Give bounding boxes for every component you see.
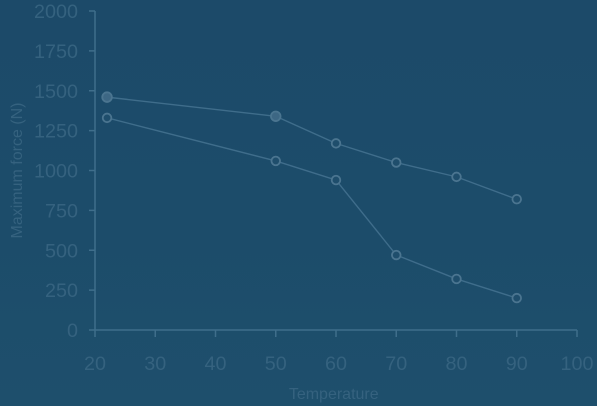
- series-0-segment: [275, 115, 337, 145]
- series-0: [101, 91, 522, 205]
- x-axis-title: Temperature: [289, 386, 379, 403]
- y-tick-label: 2000: [34, 2, 78, 23]
- data-point: [511, 194, 522, 205]
- data-point: [270, 110, 282, 122]
- data-point: [330, 138, 342, 149]
- y-tick-label: 1500: [34, 82, 78, 103]
- series-0-segment: [335, 142, 397, 164]
- data-point: [451, 171, 462, 183]
- data-point: [330, 174, 342, 186]
- x-tick-label: 40: [205, 354, 227, 375]
- series-1: [101, 112, 522, 304]
- series-0-segment: [106, 96, 276, 117]
- data-point: [270, 155, 281, 167]
- data-point: [101, 112, 113, 124]
- x-tick-label: 90: [506, 354, 528, 375]
- y-tick-label: 500: [45, 241, 78, 262]
- axes: 0 250 500 750 1000 1250 1500 1750 2000 20 30 40 50 60…: [34, 2, 594, 375]
- data-point: [391, 157, 402, 168]
- x-tick-label: 70: [385, 354, 407, 375]
- data-point: [101, 91, 113, 103]
- x-tick-label: 20: [84, 354, 106, 375]
- y-tick-label: 250: [45, 281, 78, 302]
- x-tick-label: 80: [446, 354, 468, 375]
- series-1-segment: [275, 160, 337, 181]
- y-tick-label: 0: [67, 321, 78, 342]
- y-tick-label: 750: [45, 201, 78, 222]
- y-axis-title: Maximum force (N): [9, 102, 26, 238]
- y-tick-label: 1750: [34, 42, 78, 63]
- x-tick-label: 100: [561, 354, 594, 375]
- series-1-segment: [456, 278, 517, 299]
- series-0-segment: [456, 176, 517, 200]
- x-tick-label: 60: [325, 354, 347, 375]
- series-1-segment: [106, 117, 276, 162]
- series-layer: [101, 91, 522, 304]
- y-tick-label: 1000: [34, 162, 78, 183]
- data-point: [451, 273, 462, 285]
- data-point: [391, 249, 402, 261]
- series-1-segment: [335, 179, 397, 256]
- x-tick-label: 50: [265, 354, 287, 375]
- series-1-segment: [395, 254, 457, 280]
- y-tick-label: 1250: [34, 122, 78, 143]
- data-point: [511, 292, 522, 304]
- series-0-segment: [396, 161, 457, 178]
- x-tick-label: 30: [144, 354, 166, 375]
